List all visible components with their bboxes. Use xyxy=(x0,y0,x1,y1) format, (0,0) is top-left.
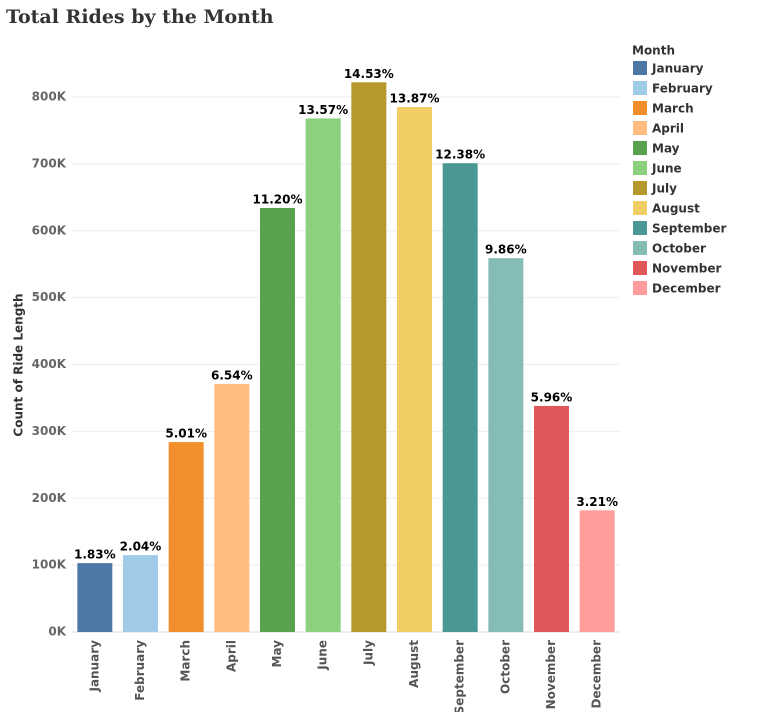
legend-swatch xyxy=(633,161,647,175)
x-tick-label: October xyxy=(498,640,512,694)
y-tick-label: 700K xyxy=(32,156,67,170)
bar xyxy=(397,107,432,632)
x-tick-label: January xyxy=(87,640,101,693)
legend-swatch xyxy=(633,101,647,115)
x-tick-label: November xyxy=(544,640,558,709)
legend-swatch xyxy=(633,241,647,255)
x-tick-label: May xyxy=(270,640,284,668)
percent-label: 14.53% xyxy=(344,67,394,81)
x-tick-label: February xyxy=(133,640,147,701)
legend-swatch xyxy=(633,121,647,135)
legend-label: April xyxy=(652,122,684,136)
bar xyxy=(488,258,524,632)
bar xyxy=(260,208,295,632)
legend-swatch xyxy=(633,201,647,215)
y-tick-label: 200K xyxy=(32,491,67,505)
legend-label: September xyxy=(652,222,726,236)
bar xyxy=(214,383,250,632)
percent-label: 9.86% xyxy=(485,243,527,257)
y-tick-label: 600K xyxy=(32,223,67,237)
y-axis-label: Count of Ride Length xyxy=(12,293,26,436)
percent-label: 3.21% xyxy=(576,495,618,509)
bar xyxy=(168,442,204,632)
legend-title: Month xyxy=(632,44,675,58)
legend-label: July xyxy=(651,182,677,196)
legend-label: October xyxy=(652,242,706,256)
x-tick-label: March xyxy=(179,640,193,682)
y-tick-label: 0K xyxy=(48,625,66,639)
bar xyxy=(77,563,113,632)
percent-label: 11.20% xyxy=(253,193,303,207)
bar xyxy=(305,118,341,632)
percent-label: 13.87% xyxy=(390,92,440,106)
legend-label: August xyxy=(652,202,700,216)
y-tick-label: 500K xyxy=(32,290,67,304)
legend-label: February xyxy=(652,82,713,96)
legend-label: January xyxy=(651,62,704,76)
percent-label: 13.57% xyxy=(298,103,348,117)
legend-label: November xyxy=(652,262,721,276)
legend-swatch xyxy=(633,261,647,275)
bar xyxy=(579,510,615,632)
bar xyxy=(123,555,158,632)
x-tick-label: September xyxy=(453,640,467,712)
x-tick-label: July xyxy=(361,640,375,666)
x-tick-label: December xyxy=(590,640,604,709)
x-tick-label: June xyxy=(316,640,330,671)
legend-label: March xyxy=(652,102,694,116)
y-tick-label: 300K xyxy=(32,424,67,438)
percent-label: 5.96% xyxy=(531,390,573,404)
legend-swatch xyxy=(633,221,647,235)
percent-label: 2.04% xyxy=(120,540,162,554)
legend-swatch xyxy=(633,81,647,95)
x-tick-label: August xyxy=(407,640,421,688)
percent-label: 5.01% xyxy=(165,427,207,441)
legend-swatch xyxy=(633,61,647,75)
y-tick-label: 100K xyxy=(32,558,67,572)
bar xyxy=(442,163,478,633)
percent-label: 12.38% xyxy=(435,148,485,162)
legend-swatch xyxy=(633,181,647,195)
x-tick-label: April xyxy=(224,640,238,672)
legend-label: May xyxy=(652,142,680,156)
bar xyxy=(351,82,387,633)
y-tick-label: 400K xyxy=(32,357,67,371)
legend-label: June xyxy=(651,162,682,176)
bar xyxy=(534,405,569,632)
chart-title: Total Rides by the Month xyxy=(6,6,274,28)
percent-label: 1.83% xyxy=(74,548,116,562)
y-tick-label: 800K xyxy=(32,90,67,104)
legend-swatch xyxy=(633,141,647,155)
percent-label: 6.54% xyxy=(211,368,253,382)
legend-swatch xyxy=(633,281,647,295)
legend-label: December xyxy=(652,282,721,296)
